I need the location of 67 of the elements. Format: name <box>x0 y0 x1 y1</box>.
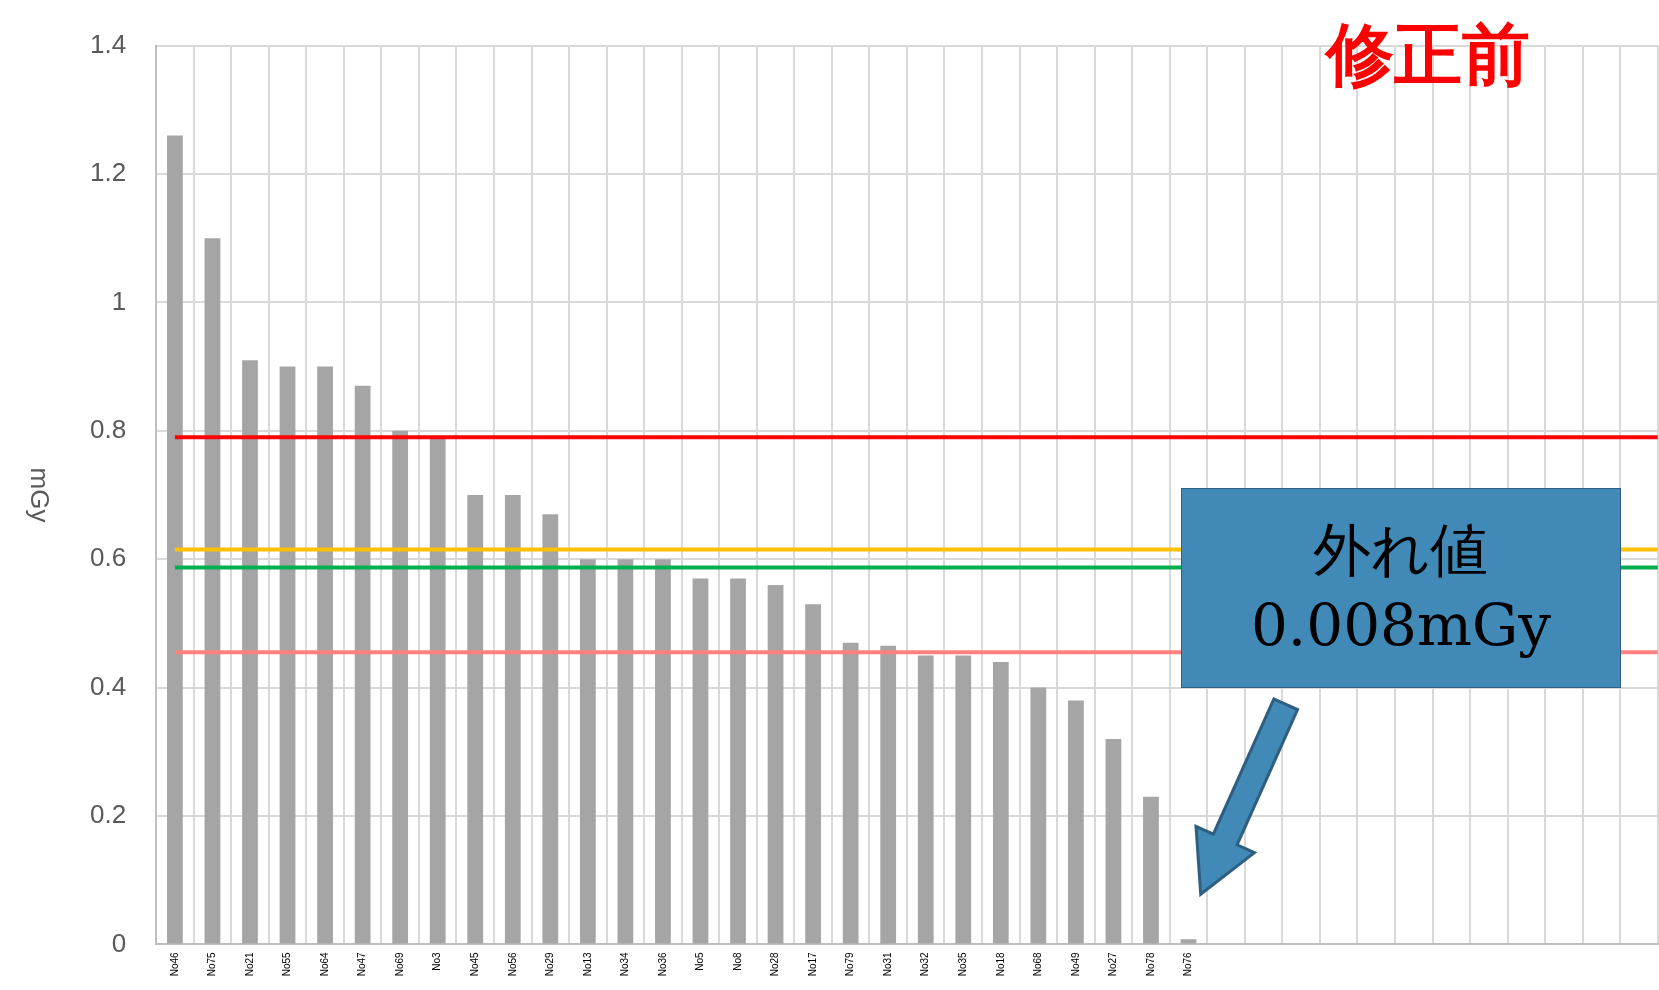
bar <box>617 559 634 944</box>
bar <box>880 645 897 944</box>
bar <box>1068 700 1084 944</box>
bar <box>917 655 934 944</box>
x-tick-label: No35 <box>957 951 969 977</box>
bar <box>1105 738 1122 944</box>
x-tick-label: No31 <box>881 951 893 977</box>
x-tick-label: No27 <box>1107 951 1119 977</box>
x-tick-label: No13 <box>581 951 593 977</box>
bar <box>204 238 221 944</box>
bar <box>242 360 258 944</box>
bar <box>167 135 183 944</box>
bar <box>317 366 333 944</box>
x-tick-label: No17 <box>806 951 818 977</box>
y-tick-label: 1.2 <box>89 157 127 188</box>
x-tick-label: No8 <box>731 951 743 971</box>
x-tick-label: No69 <box>393 951 405 977</box>
y-tick-label: 0.8 <box>89 413 127 444</box>
y-axis-title: mGy <box>24 467 55 523</box>
bar <box>504 495 521 944</box>
x-tick-label: No45 <box>468 951 480 977</box>
bar <box>392 430 409 944</box>
y-tick-label: 1.4 <box>89 28 127 59</box>
bar <box>429 437 446 944</box>
bar <box>1030 687 1047 944</box>
y-tick-label: 0 <box>111 927 127 958</box>
x-tick-label: No55 <box>281 951 293 977</box>
bar <box>279 366 296 944</box>
x-tick-label: No79 <box>844 951 856 977</box>
bar <box>955 655 972 944</box>
x-tick-label: No75 <box>206 951 218 977</box>
bar <box>1143 796 1159 944</box>
x-tick-label: No34 <box>619 951 631 977</box>
x-tick-label: No21 <box>243 951 255 977</box>
x-tick-label: No47 <box>356 951 368 977</box>
x-tick-label: No29 <box>544 951 556 977</box>
bar <box>655 559 671 944</box>
x-tick-label: No78 <box>1144 951 1156 977</box>
x-tick-label: No3 <box>431 951 443 971</box>
x-tick-label: No32 <box>919 951 931 977</box>
x-tick-label: No76 <box>1182 951 1194 977</box>
bar <box>542 514 559 944</box>
chart-title: 修正前 <box>1324 14 1530 94</box>
bar <box>767 584 784 944</box>
bar <box>354 385 371 944</box>
x-tick-label: No56 <box>506 951 518 977</box>
x-tick-label: No36 <box>656 951 668 977</box>
x-tick-label: No64 <box>318 951 330 977</box>
bar <box>992 661 1009 944</box>
y-tick-label: 0.4 <box>89 670 127 701</box>
x-tick-label: No68 <box>1032 951 1044 977</box>
bar <box>730 578 746 944</box>
x-tick-label: No28 <box>769 951 781 977</box>
bar <box>579 559 596 944</box>
bar <box>805 604 821 944</box>
bar <box>1180 939 1197 944</box>
annotation: 外れ値 0.008mGy <box>1181 488 1621 688</box>
x-tick-label: No46 <box>168 951 180 977</box>
x-tick-label: No49 <box>1069 951 1081 977</box>
y-tick-label: 0.2 <box>89 799 127 830</box>
y-tick-label: 0.6 <box>89 542 127 573</box>
x-tick-label: No5 <box>694 951 706 971</box>
x-tick-label: No18 <box>994 951 1006 977</box>
bar <box>842 642 859 944</box>
bar <box>692 578 709 944</box>
bar <box>467 495 484 944</box>
y-tick-label: 1 <box>111 285 127 316</box>
